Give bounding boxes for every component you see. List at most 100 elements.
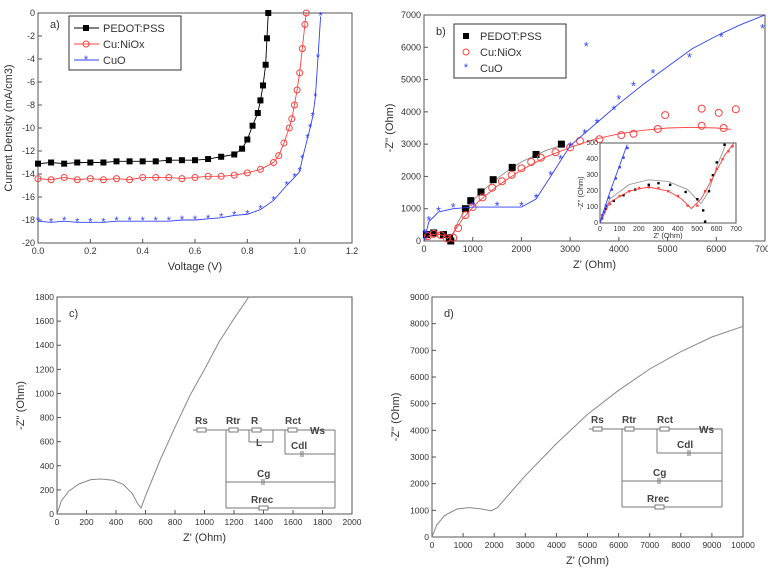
y-tick-label: 4000 — [410, 425, 429, 435]
panel-label: b) — [436, 26, 446, 38]
y-tick-label: -12 — [22, 146, 35, 156]
data-point-series — [113, 175, 120, 183]
data-point-inset — [715, 161, 718, 164]
circuit-label: Rrec — [251, 495, 274, 506]
circuit-label: Rct — [657, 415, 674, 426]
plot-frame — [423, 14, 766, 242]
plot-frame — [431, 296, 744, 538]
x-tick-label: 0 — [421, 244, 426, 254]
inset-y-tick-label: 300 — [586, 172, 598, 179]
data-point-inset — [602, 210, 606, 214]
data-point-series: * — [36, 215, 41, 227]
x-tick-label: 5000 — [578, 540, 597, 550]
data-point-series — [126, 176, 134, 184]
data-point-legend — [463, 33, 469, 39]
inset-x-tick-label: 300 — [652, 226, 664, 233]
x-tick-label: 6000 — [706, 244, 726, 254]
data-point-series — [99, 176, 107, 184]
y-tick-label: 4000 — [401, 107, 421, 117]
data-point-series: * — [305, 132, 310, 144]
legend-entry: Cu:NiOx — [103, 39, 145, 51]
data-point-inset — [727, 150, 730, 153]
series-line — [37, 12, 307, 181]
data-point-series — [265, 10, 272, 16]
data-point-series — [152, 173, 160, 181]
data-point-series — [489, 176, 497, 184]
data-point-inset — [707, 190, 711, 193]
data-point-series: * — [62, 215, 67, 227]
data-point-series: * — [311, 111, 316, 123]
data-point-series: * — [300, 153, 305, 165]
inset-y-tick-label: 0 — [594, 220, 598, 227]
x-tick-label: 800 — [168, 517, 182, 527]
data-point-series — [302, 9, 310, 17]
data-point-series: * — [760, 22, 765, 36]
data-point-inset — [721, 158, 724, 161]
data-point-inset — [667, 190, 670, 193]
data-point-series — [461, 205, 469, 213]
x-tick-label: 4000 — [609, 244, 629, 254]
series-CuO: * * * * * * * * * * * * * * * * * **** ******** — [36, 10, 324, 228]
inset-y-tick-label: 200 — [586, 188, 598, 195]
data-point-series — [454, 224, 463, 233]
inset-frame — [599, 142, 737, 224]
data-point-series: * — [180, 214, 185, 226]
data-point-series — [275, 152, 283, 160]
circuit-label: Rs — [591, 415, 604, 426]
data-point-series — [527, 157, 536, 166]
y-tick-label: -10 — [22, 123, 35, 133]
data-point-series: * — [101, 216, 106, 228]
y-tick-label: 1000 — [35, 388, 54, 398]
data-point-inset — [610, 188, 614, 191]
data-point-series — [507, 170, 516, 179]
data-point-series — [178, 175, 186, 183]
data-point-inset — [703, 190, 707, 193]
x-tick-label: 1.0 — [293, 246, 306, 256]
data-point-series: * — [651, 67, 656, 81]
legend-entry: CuO — [480, 63, 503, 75]
panel-label: d) — [444, 308, 454, 320]
inset-x-tick-label: 200 — [633, 226, 645, 233]
y-tick-label: -18 — [22, 215, 35, 225]
data-point-inset — [703, 220, 707, 223]
series-Cu:NiOx — [423, 104, 740, 243]
data-point-series — [653, 124, 662, 133]
data-point-series — [178, 157, 185, 164]
inset-x-axis-label: Z' (Ohm) — [653, 231, 683, 240]
y-tick-label: 800 — [40, 413, 54, 423]
y-tick-label: 1200 — [35, 364, 54, 374]
data-point-inset — [696, 198, 699, 201]
inset-fit-line — [599, 142, 735, 224]
y-tick-label: 200 — [40, 485, 54, 495]
series-0 — [431, 325, 744, 538]
data-point-series — [48, 159, 55, 166]
data-point-series — [430, 229, 438, 237]
x-tick-label: 6000 — [609, 540, 628, 550]
data-point-series: * — [193, 214, 198, 226]
circuit-label: Rs — [195, 416, 208, 427]
data-point-series — [86, 175, 94, 183]
data-point-inset — [657, 182, 660, 185]
y-tick-label: 0 — [49, 509, 54, 519]
data-point-series: * — [316, 52, 321, 64]
data-point-series: * — [284, 180, 289, 192]
y-tick-label: 1000 — [410, 505, 429, 515]
y-tick-label: -4 — [27, 54, 35, 64]
data-point-inset — [628, 190, 631, 193]
data-point-series — [532, 150, 540, 158]
data-point-series — [61, 160, 68, 167]
data-point-series — [204, 172, 212, 180]
data-point-inset — [622, 156, 625, 159]
data-point-series — [249, 122, 256, 129]
x-tick-label: 8000 — [671, 540, 690, 550]
data-point-series — [35, 160, 41, 167]
x-tick-label: 1000 — [463, 244, 483, 254]
x-tick-label: 1000 — [454, 540, 473, 550]
data-point-legend — [83, 25, 89, 31]
panel-label: c) — [69, 308, 78, 320]
circuit-label: Cdl — [291, 441, 307, 452]
data-point-series — [165, 157, 172, 164]
data-point-series — [298, 45, 306, 53]
circuit-label: L — [256, 438, 262, 449]
resistor-icon — [287, 427, 298, 433]
